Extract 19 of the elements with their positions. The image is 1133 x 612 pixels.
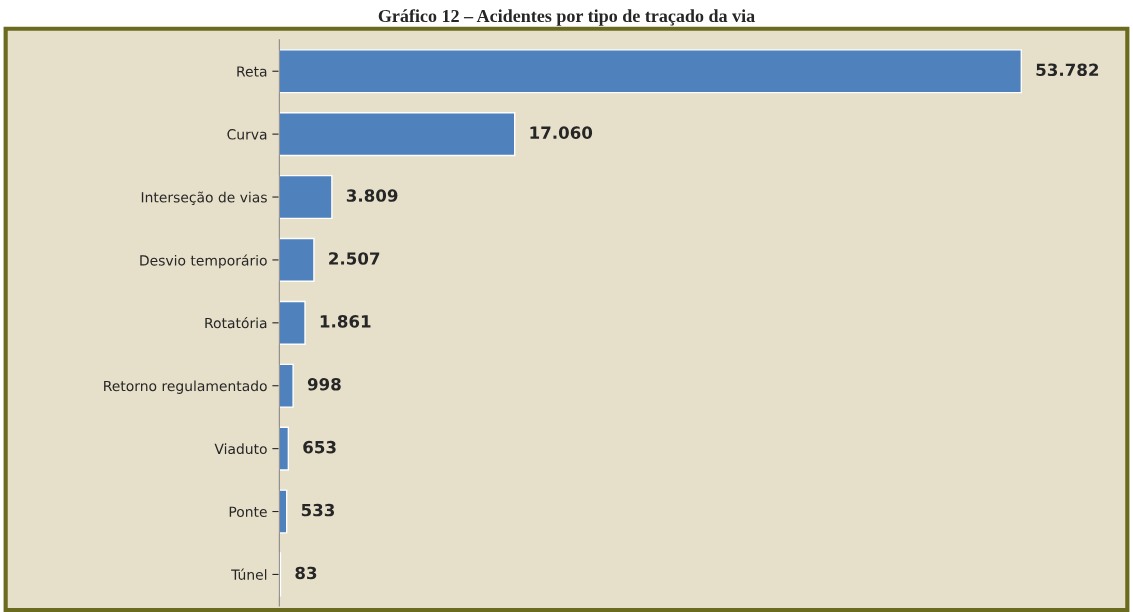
y-tick-label: Túnel <box>231 568 267 580</box>
y-tick-label: Retorno regulamentado <box>104 380 267 394</box>
data-label: 1.861 <box>320 315 371 328</box>
y-tick-label: Rotatória <box>205 317 267 329</box>
data-label: 998 <box>307 377 341 391</box>
chart-title: Gráfico 12 – Acidentes por tipo de traçado da via <box>378 9 755 26</box>
data-label: 533 <box>301 503 335 517</box>
data-label: 653 <box>303 440 336 454</box>
y-tick-label: Interseção de vias <box>141 191 267 205</box>
y-tick-label: Ponte <box>229 506 267 517</box>
y-tick-label: Reta <box>237 66 267 77</box>
y-tick-label: Curva <box>227 129 267 140</box>
data-label: 17.060 <box>530 126 593 139</box>
y-tick-label: Desvio temporário <box>140 254 267 269</box>
data-label: 83 <box>295 566 317 580</box>
y-tick-label: Viaduto <box>214 443 267 455</box>
data-label: 3.809 <box>346 189 398 202</box>
data-label: 53.782 <box>1036 63 1099 77</box>
data-label: 2.507 <box>329 252 380 265</box>
